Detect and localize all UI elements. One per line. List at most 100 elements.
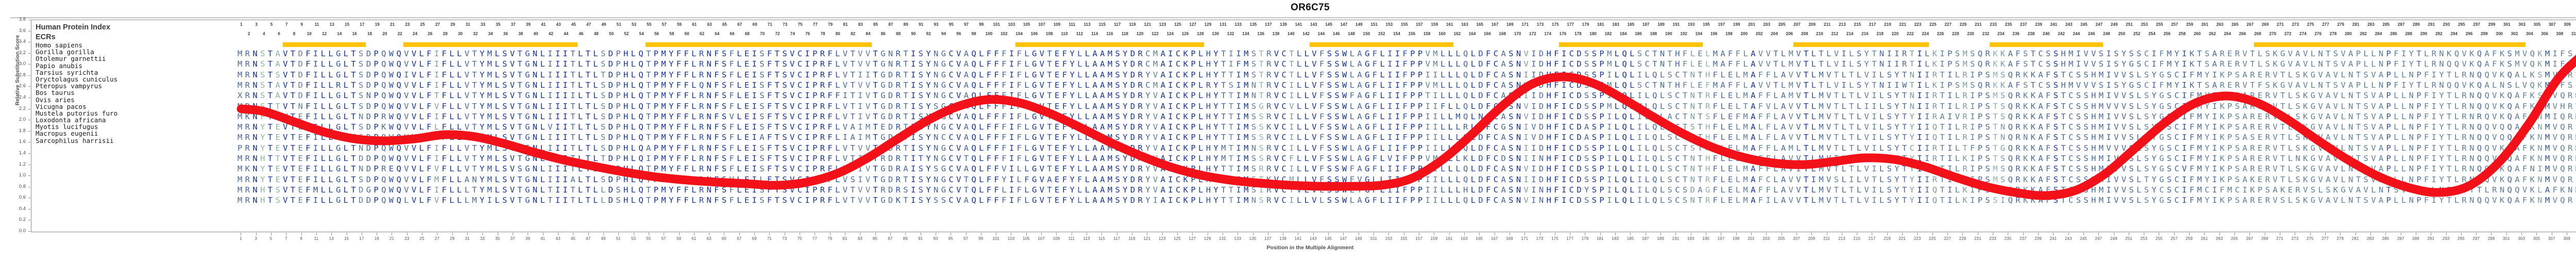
bottom-tick-label: 195 [1702,236,1709,241]
top-tick-odd: 141 [1295,22,1302,27]
bottom-tick-mark [467,233,468,235]
bottom-tick-label: 299 [2487,236,2495,241]
plot-area: 1 3 5 7 9 11 13 15 17 19 21 23 25 27 29 31 33 35 37 39 41 43 4… [31,20,2576,232]
top-tick-even: 148 [1348,31,1355,36]
top-tick-even: 260 [2193,31,2201,36]
top-tick-odd: 83 [858,22,863,27]
top-tick-even: 182 [1604,31,1612,36]
bottom-tick-mark [1811,233,1812,235]
top-tick-even: 176 [1559,31,1567,36]
top-tick-odd: 13 [329,22,334,27]
bottom-tick-label: 101 [992,236,999,241]
bottom-tick-label: 121 [1143,236,1151,241]
species-label: Vicugna pacos [36,102,87,110]
top-tick-even: 108 [1045,31,1053,36]
top-tick-odd: 17 [360,22,365,27]
top-tick-odd: 223 [1914,22,1922,27]
top-tick-odd: 89 [903,22,908,27]
top-tick-even: 170 [1514,31,1521,36]
top-tick-even: 124 [1166,31,1174,36]
ecr-bar [1793,42,1929,47]
bottom-tick-label: 5 [269,236,273,241]
y-tick-label: 0.0 [19,228,26,234]
top-tick-even: 236 [2012,31,2020,36]
top-tick-odd: 295 [2458,22,2465,27]
species-label: Myotis lucifugus [36,123,98,131]
bottom-tick-label: 63 [706,236,711,241]
y-tick-label: 3.6 [19,27,26,34]
top-tick-odd: 243 [2065,22,2073,27]
bottom-tick-label: 75 [797,236,802,241]
bottom-tick-label: 93 [933,236,938,241]
bottom-tick-label: 229 [1959,236,1967,241]
top-tick-even: 250 [2118,31,2126,36]
bottom-tick-label: 247 [2095,236,2103,241]
top-tick-odd: 27 [435,22,440,27]
species-name-list: Homo sapiens Gorilla gorilla Otolemur garn… [36,42,117,144]
top-tick-odd: 39 [526,22,531,27]
bottom-tick-label: 181 [1596,236,1604,241]
bottom-tick-mark [618,233,619,235]
top-tick-even: 256 [2163,31,2171,36]
top-tick-even: 126 [1181,31,1189,36]
top-tick-even: 216 [1861,31,1869,36]
top-tick-even: 68 [744,31,750,36]
bottom-tick-label: 3 [255,236,257,241]
bottom-tick-label: 151 [1370,236,1377,241]
bottom-tick-label: 61 [691,236,697,241]
bottom-tick-mark [1751,233,1752,235]
top-tick-even: 288 [2405,31,2413,36]
bottom-tick-label: 11 [314,236,319,241]
top-tick-odd: 139 [1280,22,1287,27]
top-tick-even: 210 [1816,31,1823,36]
top-tick-even: 272 [2284,31,2292,36]
top-tick-odd: 59 [676,22,682,27]
top-tick-even: 306 [2541,31,2548,36]
bottom-tick-label: 241 [2049,236,2057,241]
top-tick-even: 6 [278,31,280,36]
y-tick-label: 3.2 [19,50,26,56]
top-tick-odd: 163 [1461,22,1468,27]
top-tick-odd: 35 [496,22,501,27]
top-tick-odd: 171 [1521,22,1529,27]
bottom-tick-label: 129 [1204,236,1211,241]
top-tick-even: 38 [518,31,523,36]
top-tick-even: 244 [2073,31,2080,36]
bottom-tick-mark [769,233,770,235]
top-tick-even: 82 [851,31,856,36]
top-tick-odd: 219 [1884,22,1891,27]
top-tick-even: 134 [1242,31,1249,36]
bottom-tick-label: 303 [2518,236,2525,241]
species-label: Macropus eugenii [36,130,98,138]
bottom-tick-label: 207 [1793,236,1800,241]
top-tick-even: 8 [293,31,296,36]
sequence-row: MKNFTEVTEFILLGLTNDPRWQVVLFIFLLVTYMLSVTGN… [238,111,2576,121]
top-tick-odd: 237 [2020,22,2027,27]
top-tick-even: 112 [1076,31,1083,36]
top-tick-odd: 167 [1491,22,1499,27]
top-tick-even: 36 [503,31,508,36]
y-tick-label: 0.4 [19,205,26,212]
bottom-tick-label: 209 [1808,236,1816,241]
top-tick-odd: 97 [963,22,969,27]
top-tick-even: 20 [382,31,387,36]
bottom-tick-label: 145 [1325,236,1332,241]
top-tick-odd: 25 [420,22,425,27]
y-tick-label: 2.6 [19,83,26,89]
bottom-tick-label: 139 [1279,236,1286,241]
bottom-tick-label: 127 [1189,236,1196,241]
bottom-tick-mark [1600,233,1601,235]
page-title: OR6C75 [1291,2,1330,13]
top-tick-odd: 123 [1159,22,1166,27]
bottom-tick-label: 89 [903,236,908,241]
bottom-tick-label: 95 [948,236,953,241]
top-tick-even: 110 [1061,31,1068,36]
top-tick-odd: 195 [1703,22,1710,27]
bottom-tick-label: 191 [1672,236,1680,241]
bottom-tick-label: 147 [1340,236,1347,241]
bottom-tick-label: 99 [978,236,984,241]
species-label: Loxodonta africana [36,116,106,124]
top-tick-odd: 9 [300,22,303,27]
bottom-tick-label: 125 [1174,236,1181,241]
top-tick-even: 298 [2480,31,2488,36]
